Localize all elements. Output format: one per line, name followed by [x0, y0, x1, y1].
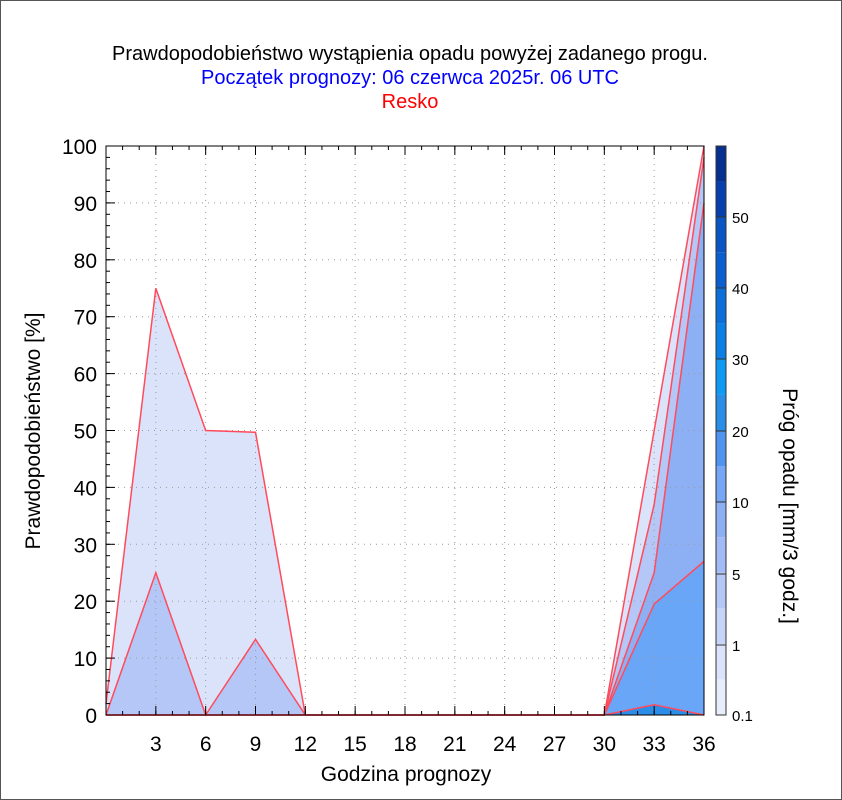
- x-tick-label: 6: [200, 733, 212, 756]
- colorbar-segment: [716, 608, 726, 644]
- colorbar-segment: [716, 181, 726, 218]
- x-tick-label: 27: [543, 733, 566, 756]
- x-tick-label: 12: [294, 733, 317, 756]
- colorbar-tick-label: 50: [732, 210, 749, 227]
- y-tick-label: 70: [74, 307, 97, 330]
- colorbar-segment: [716, 572, 726, 609]
- y-tick-label: 80: [74, 250, 97, 273]
- colorbar-tick-label: 30: [732, 352, 749, 369]
- forecast-start-subtitle: Początek prognozy: 06 czerwca 2025r. 06 …: [201, 67, 619, 89]
- y-tick-label: 100: [62, 136, 97, 159]
- x-tick-label: 36: [692, 733, 715, 756]
- colorbar-label: Próg opadu [mm/3 godz.]: [778, 388, 801, 624]
- y-tick-label: 60: [74, 364, 97, 387]
- y-tick-label: 20: [74, 591, 97, 614]
- colorbar-segment: [716, 359, 726, 395]
- colorbar-tick-label: 5: [732, 567, 740, 584]
- colorbar-segment: [716, 146, 726, 182]
- colorbar-tick-label: 10: [732, 495, 749, 512]
- y-tick-label: 50: [74, 421, 97, 444]
- colorbar-segment: [716, 643, 726, 680]
- colorbar-tick-label: 1: [732, 638, 740, 655]
- colorbar-segment: [716, 537, 726, 573]
- colorbar-segment: [716, 466, 726, 502]
- colorbar-segment: [716, 501, 726, 538]
- x-tick-label: 24: [493, 733, 517, 756]
- x-tick-label: 3: [150, 733, 162, 756]
- x-tick-label: 33: [642, 733, 665, 756]
- chart-title: Prawdopodobieństwo wystąpienia opadu pow…: [112, 43, 708, 65]
- colorbar-tick-label: 20: [732, 424, 749, 441]
- y-tick-label: 10: [74, 648, 97, 671]
- x-tick-label: 9: [250, 733, 262, 756]
- colorbar-segment: [716, 430, 726, 467]
- y-axis-label: Prawdopodobieństwo [%]: [22, 313, 45, 550]
- x-tick-label: 21: [443, 733, 466, 756]
- x-axis-label: Godzina prognozy: [321, 763, 492, 786]
- colorbar-segment: [716, 679, 726, 715]
- colorbar-segment: [716, 288, 726, 324]
- colorbar-tick-label: 40: [732, 281, 749, 298]
- y-tick-label: 40: [74, 477, 97, 500]
- area-threshold-20: [106, 704, 704, 715]
- x-tick-label: 18: [393, 733, 416, 756]
- location-label: Resko: [382, 91, 439, 113]
- y-tick-label: 0: [85, 705, 97, 728]
- colorbar-segment: [716, 323, 726, 360]
- colorbar-segment: [716, 217, 726, 253]
- colorbar-segment: [716, 394, 726, 431]
- y-tick-label: 30: [74, 534, 97, 557]
- y-tick-label: 90: [74, 193, 97, 216]
- x-tick-label: 15: [343, 733, 366, 756]
- area-threshold-10: [106, 561, 704, 715]
- x-tick-label: 30: [593, 733, 616, 756]
- colorbar-segment: [716, 252, 726, 289]
- colorbar-tick-label: 0.1: [732, 708, 753, 725]
